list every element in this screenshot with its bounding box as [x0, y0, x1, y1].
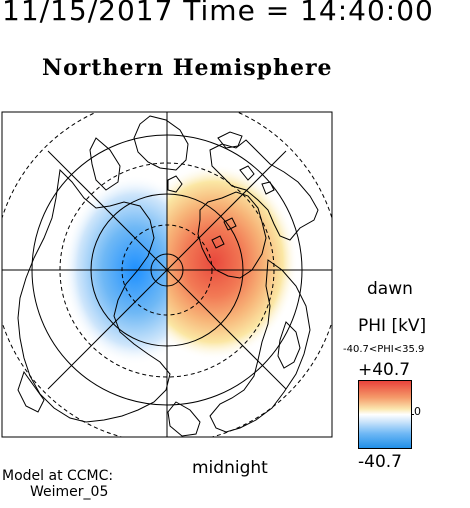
- coastline-iceland: [217, 131, 243, 149]
- polar-potential-map: [1, 111, 333, 438]
- colorbar-min-label: -40.7: [358, 452, 402, 472]
- coastline-europe: [133, 115, 189, 171]
- coastline-canada-archipelago: [209, 139, 319, 241]
- coastline-islands-east: [211, 165, 275, 249]
- colorbar-title: PHI [kV]: [358, 316, 427, 336]
- colorbar-gradient: [358, 380, 412, 449]
- midnight-label: midnight: [192, 458, 268, 478]
- meridian-diagonal-2: [47, 150, 287, 390]
- model-credit-line1: Model at CCMC:: [2, 468, 114, 484]
- coastline-scandinavia: [89, 137, 121, 191]
- dawn-label: dawn: [367, 279, 413, 299]
- map-title: Northern Hemisphere: [42, 55, 333, 81]
- coastline-greenland: [197, 191, 267, 279]
- coastline-svalbard: [167, 175, 183, 193]
- colorbar-range: -40.7<PHI<35.9: [343, 344, 425, 355]
- coastline-hudson-bay: [277, 321, 301, 369]
- colorbar: [358, 380, 414, 449]
- coastline-north-america: [209, 259, 311, 433]
- coastline-alaska: [167, 401, 201, 437]
- coastlines: [17, 115, 319, 437]
- meridian-lines: [2, 112, 332, 437]
- colorbar-max-label: +40.7: [358, 360, 411, 380]
- timestamp: 11/15/2017 Time = 14:40:00: [2, 0, 434, 27]
- coastline-kamchatka: [17, 370, 45, 413]
- coastline-eurasia: [17, 168, 171, 423]
- map-frame: [1, 111, 333, 438]
- colorbar-zero-label: 0: [414, 405, 421, 418]
- potential-cells: [63, 164, 298, 365]
- model-credit-line2: Weimer_05: [30, 484, 109, 500]
